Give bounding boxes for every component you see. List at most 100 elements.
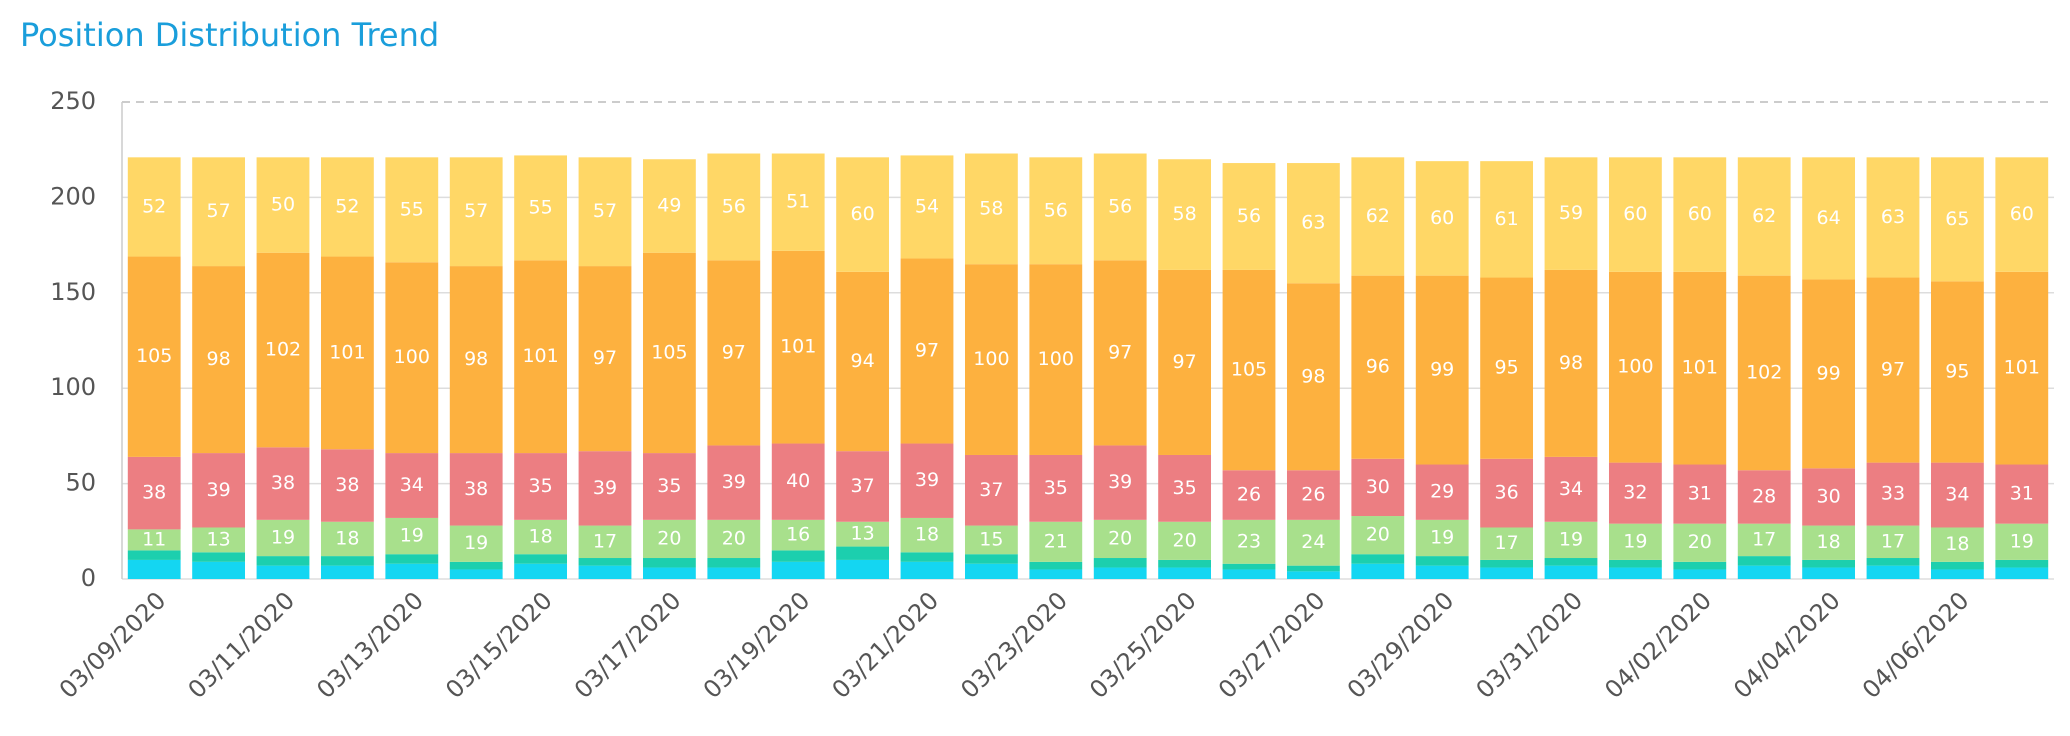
bar-segment	[514, 453, 568, 520]
bar-segment	[1802, 468, 1856, 526]
bar-segment	[1866, 565, 1920, 579]
bar-segment	[1866, 525, 1920, 559]
data-label: 38	[335, 474, 359, 496]
bar-segment	[578, 525, 632, 559]
data-label: 17	[1752, 528, 1776, 550]
data-label: 31	[1688, 483, 1712, 505]
bar-segment	[1802, 157, 1856, 280]
bar-segment	[1093, 567, 1147, 579]
data-label: 40	[786, 470, 810, 492]
bar-segment	[1222, 269, 1276, 471]
data-label: 20	[722, 527, 746, 549]
data-label: 100	[973, 348, 1009, 370]
bar-segment	[1930, 281, 1984, 463]
bar-segment	[771, 550, 825, 562]
data-label: 11	[142, 528, 166, 550]
bar-segment	[964, 264, 1018, 455]
data-label: 57	[593, 200, 617, 222]
data-label: 18	[915, 524, 939, 546]
bar-segment	[1737, 157, 1791, 276]
bar-segment	[1415, 275, 1469, 465]
data-label: 20	[1366, 524, 1390, 546]
data-label: 20	[657, 527, 681, 549]
data-label: 55	[400, 198, 424, 220]
x-tick-label: 03/25/2020	[1084, 586, 1202, 704]
bar-segment	[1802, 559, 1856, 568]
data-label: 19	[464, 532, 488, 554]
data-label: 50	[271, 194, 295, 216]
bar-segment	[1802, 525, 1856, 560]
x-tick-label: 03/21/2020	[827, 586, 945, 704]
bar-segment	[514, 563, 568, 579]
bar-segment	[449, 453, 503, 526]
bar-segment	[707, 558, 761, 568]
bar-segment	[900, 517, 954, 553]
bar-segment	[514, 519, 568, 555]
data-label: 55	[529, 196, 553, 218]
bar-segment	[449, 157, 503, 267]
bar-segment	[385, 563, 439, 579]
bar-segment	[1415, 556, 1469, 566]
data-label: 98	[464, 348, 488, 370]
data-label: 39	[915, 469, 939, 491]
bar-segment	[449, 561, 503, 570]
data-label: 99	[1817, 362, 1841, 384]
bar-segment	[1222, 163, 1276, 270]
data-label: 38	[464, 478, 488, 500]
data-label: 100	[394, 346, 430, 368]
bar-segment	[1995, 464, 2049, 524]
data-label: 17	[1495, 532, 1519, 554]
bar-segment	[1866, 277, 1920, 463]
bar-segment	[1737, 556, 1791, 566]
bar-segment	[385, 517, 439, 555]
bar-segment	[127, 559, 181, 579]
x-tick-label: 04/06/2020	[1857, 586, 1975, 704]
bar-segment	[1930, 462, 1984, 528]
data-label: 63	[1301, 212, 1325, 234]
bar-segment	[1930, 561, 1984, 570]
data-label: 57	[207, 200, 231, 222]
bar-segment	[320, 256, 374, 450]
data-label: 51	[786, 191, 810, 213]
bar-segment	[707, 153, 761, 261]
data-label: 34	[400, 474, 424, 496]
bar-segment	[964, 525, 1018, 555]
bar-segment	[256, 556, 310, 566]
bar-segment	[1351, 516, 1405, 555]
bar-segment	[1415, 161, 1469, 276]
bar-segment	[320, 521, 374, 557]
bar-segment	[1737, 565, 1791, 579]
bar-segment	[1351, 275, 1405, 459]
bar-segment	[1158, 159, 1212, 270]
data-label: 56	[722, 195, 746, 217]
bar-segment	[385, 157, 439, 263]
data-label: 39	[722, 471, 746, 493]
bar-segment	[1415, 565, 1469, 579]
bar-segment	[771, 519, 825, 551]
data-label: 101	[329, 341, 365, 363]
bar-segment	[1286, 519, 1340, 566]
data-label: 19	[1623, 530, 1647, 552]
bar-segment	[771, 561, 825, 579]
bar-segment	[514, 260, 568, 454]
x-tick-label: 03/31/2020	[1471, 586, 1589, 704]
bar-segment	[1608, 157, 1662, 272]
bar-segment	[836, 546, 890, 560]
x-tick-label: 03/09/2020	[54, 586, 172, 704]
bar-segment	[385, 453, 439, 518]
bar-segment	[1866, 157, 1920, 278]
bar-segment	[1673, 561, 1727, 570]
data-label: 60	[2010, 203, 2034, 225]
bar-segment	[385, 554, 439, 564]
bar-segment	[964, 153, 1018, 265]
bar-segment	[127, 456, 181, 530]
data-label: 101	[780, 336, 816, 358]
data-label: 34	[1559, 478, 1583, 500]
bar-segment	[1673, 569, 1727, 579]
y-tick-label: 0	[81, 564, 96, 592]
data-label: 58	[1173, 203, 1197, 225]
chart-title: Position Distribution Trend	[20, 16, 439, 54]
bar-segment	[1995, 271, 2049, 465]
data-label: 35	[1044, 477, 1068, 499]
bar-segment	[449, 525, 503, 562]
